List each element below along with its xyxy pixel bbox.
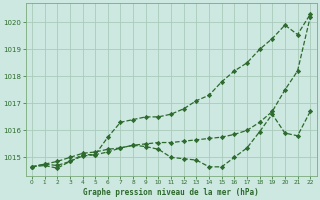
X-axis label: Graphe pression niveau de la mer (hPa): Graphe pression niveau de la mer (hPa) [83,188,259,197]
